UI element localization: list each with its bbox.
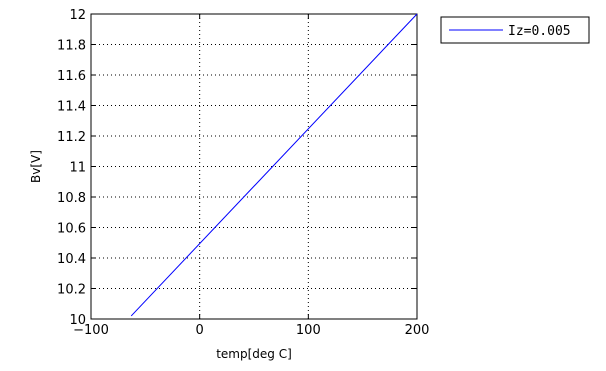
y-tick-label: 10.6 [57,222,86,237]
y-tick-label: 11.6 [57,69,86,84]
x-tick-label: 200 [405,323,430,338]
x-axis-ticks: −100 0 100 200 [73,14,429,338]
series-line [130,13,418,317]
y-tick-label: 11.2 [57,130,86,145]
y-axis-ticks: 10 10.2 10.4 10.6 10.8 11 11.2 11.4 11.6 11.8 12 [57,8,417,328]
y-tick-label: 10.8 [57,191,86,206]
y-tick-label: 10.4 [57,252,86,267]
y-tick-label: 11.4 [57,100,86,115]
grid-lines [91,14,417,319]
y-tick-label: 10.2 [57,283,86,298]
legend-box [440,16,590,44]
legend: Iz=0.005 [440,16,590,44]
x-tick-label: 100 [296,323,321,338]
legend-entry-label: Iz=0.005 [508,24,571,39]
y-tick-label: 12 [69,8,86,23]
y-tick-label: 11.8 [57,39,86,54]
x-tick-label: −100 [73,323,109,338]
series-group [130,13,418,317]
x-tick-label: 0 [196,323,204,338]
x-axis-label: temp[deg C] [216,347,292,361]
y-axis-label: Bv[V] [29,150,43,183]
y-tick-label: 11 [69,161,86,176]
y-tick-label: 10 [69,313,86,328]
